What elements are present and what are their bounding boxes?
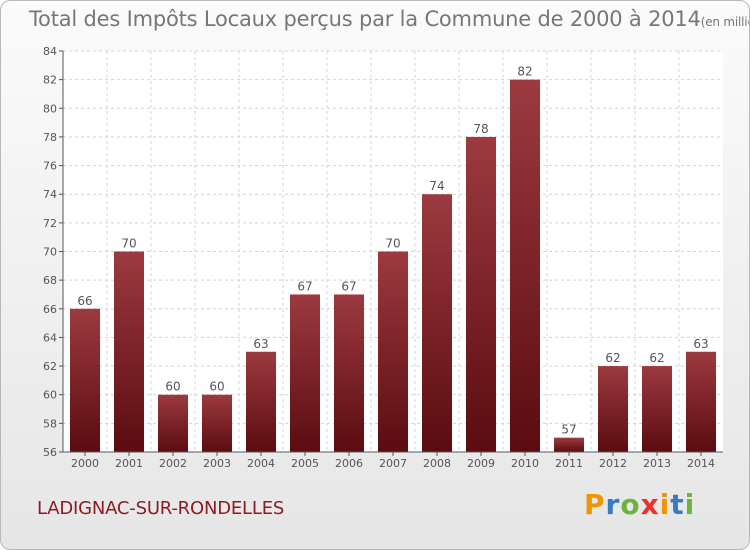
x-tick-label: 2000 xyxy=(71,457,99,470)
data-label: 66 xyxy=(77,294,92,308)
bar xyxy=(158,394,188,452)
x-tick-label: 2012 xyxy=(599,457,627,470)
bar xyxy=(554,437,584,452)
data-label: 78 xyxy=(473,122,488,136)
chart-title-text: Total des Impôts Locaux perçus par la Co… xyxy=(29,7,701,31)
y-tick-label: 68 xyxy=(43,274,57,287)
data-label: 70 xyxy=(385,237,400,251)
x-tick-label: 2005 xyxy=(291,457,319,470)
bar xyxy=(466,136,496,452)
data-label: 63 xyxy=(693,337,708,351)
data-label: 57 xyxy=(561,423,576,437)
data-label: 60 xyxy=(209,380,224,394)
x-tick-label: 2001 xyxy=(115,457,143,470)
y-tick-label: 82 xyxy=(43,74,57,87)
y-tick-label: 66 xyxy=(43,303,57,316)
chart-title: Total des Impôts Locaux perçus par la Co… xyxy=(29,7,749,31)
proxiti-logo: Proxiti xyxy=(584,488,695,521)
logo-letter: i xyxy=(684,488,696,521)
chart-unit: (en milliers d'€) xyxy=(700,15,749,29)
commune-name: LADIGNAC-SUR-RONDELLES xyxy=(37,498,285,519)
logo-letter: r xyxy=(605,488,621,521)
logo-letter: x xyxy=(640,488,660,521)
bar xyxy=(422,194,452,452)
y-tick-label: 84 xyxy=(43,45,57,58)
data-label: 62 xyxy=(649,351,664,365)
y-tick-label: 78 xyxy=(43,131,57,144)
data-label: 67 xyxy=(341,279,356,293)
x-tick-label: 2010 xyxy=(511,457,539,470)
bar xyxy=(378,251,408,452)
x-tick-label: 2003 xyxy=(203,457,231,470)
bar xyxy=(290,294,320,452)
bars-group: 66 70 60 60 63 67 67 70 74 78 82 57 62 62 63 xyxy=(70,65,716,453)
bar xyxy=(510,79,540,453)
logo-letter: t xyxy=(670,488,685,521)
x-tick-label: 2004 xyxy=(247,457,275,470)
y-tick-label: 62 xyxy=(43,360,57,373)
bar xyxy=(642,366,672,452)
data-label: 62 xyxy=(605,351,620,365)
x-tick-label: 2002 xyxy=(159,457,187,470)
data-label: 60 xyxy=(165,380,180,394)
bar xyxy=(686,351,716,452)
bar xyxy=(114,251,144,452)
data-label: 82 xyxy=(517,65,532,79)
axes-group: 56 58 60 62 64 66 68 70 72 74 76 78 80 82 84 2000 2001 20… xyxy=(43,45,723,470)
y-tick-label: 72 xyxy=(43,217,57,230)
y-tick-label: 80 xyxy=(43,102,57,115)
y-tick-label: 60 xyxy=(43,389,57,402)
y-tick-label: 76 xyxy=(43,160,57,173)
logo-letter: i xyxy=(659,488,671,521)
bar xyxy=(202,394,232,452)
bar xyxy=(70,308,100,452)
data-label: 67 xyxy=(297,279,312,293)
data-label: 63 xyxy=(253,337,268,351)
bar xyxy=(246,351,276,452)
y-tick-label: 70 xyxy=(43,246,57,259)
logo-letter: P xyxy=(584,488,606,521)
logo-letter: o xyxy=(620,488,641,521)
y-tick-label: 56 xyxy=(43,446,57,459)
y-tick-label: 74 xyxy=(43,188,57,201)
y-tick-label: 58 xyxy=(43,417,57,430)
x-tick-label: 2009 xyxy=(467,457,495,470)
data-label: 70 xyxy=(121,237,136,251)
x-tick-label: 2013 xyxy=(643,457,671,470)
bar xyxy=(334,294,364,452)
bar xyxy=(598,366,628,452)
x-tick-label: 2007 xyxy=(379,457,407,470)
x-tick-label: 2006 xyxy=(335,457,363,470)
x-tick-label: 2008 xyxy=(423,457,451,470)
data-label: 74 xyxy=(429,179,444,193)
y-tick-label: 64 xyxy=(43,331,57,344)
x-tick-label: 2011 xyxy=(555,457,583,470)
x-tick-label: 2014 xyxy=(687,457,715,470)
